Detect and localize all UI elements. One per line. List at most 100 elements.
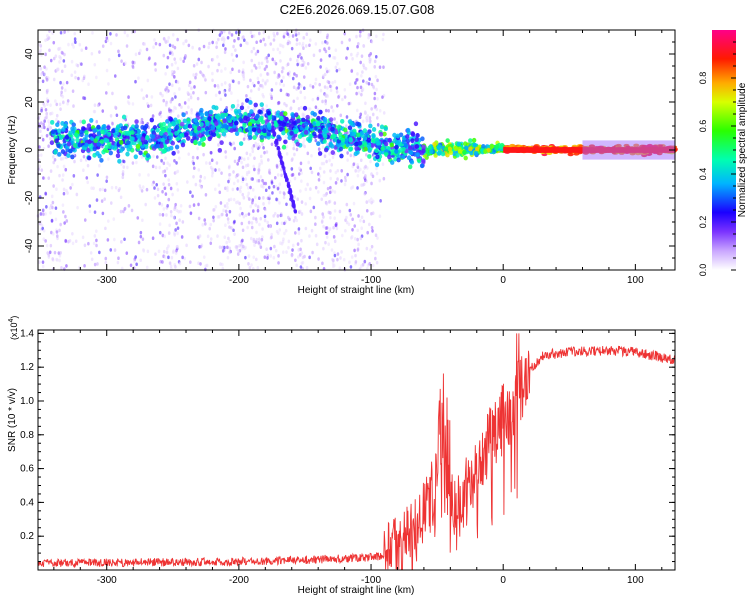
noise-speckle <box>55 234 59 238</box>
noise-speckle <box>304 202 307 206</box>
signal-cell <box>257 128 262 134</box>
noise-speckle <box>202 255 206 259</box>
noise-speckle <box>174 202 177 207</box>
noise-speckle <box>153 38 156 42</box>
noise-speckle <box>318 174 322 178</box>
signal-cell <box>405 127 411 133</box>
signal-cell <box>135 144 141 149</box>
signal-cell <box>217 147 223 153</box>
noise-speckle <box>277 74 281 78</box>
noise-speckle <box>114 105 117 110</box>
noise-speckle <box>349 265 353 269</box>
noise-speckle <box>336 252 340 256</box>
noise-speckle <box>379 199 382 203</box>
noise-speckle <box>241 68 245 72</box>
noise-speckle <box>245 151 249 156</box>
noise-speckle <box>43 104 46 108</box>
signal-cell <box>307 138 312 144</box>
noise-speckle <box>275 221 279 226</box>
noise-speckle <box>365 118 369 123</box>
noise-speckle <box>382 32 385 37</box>
signal-cell <box>167 122 173 128</box>
signal-cell <box>194 121 200 127</box>
noise-speckle <box>260 184 263 188</box>
signal-cell <box>164 139 170 145</box>
noise-speckle <box>351 217 354 222</box>
noise-speckle <box>49 169 53 173</box>
noise-speckle <box>160 158 163 163</box>
noise-speckle <box>38 260 41 264</box>
noise-speckle <box>85 176 89 180</box>
spectrogram-heatmap <box>36 28 678 272</box>
y-tick-label: 1.2 <box>20 362 34 373</box>
noise-speckle <box>362 182 366 187</box>
noise-speckle <box>193 85 196 89</box>
noise-speckle <box>295 37 299 42</box>
noise-speckle <box>265 64 268 69</box>
signal-cell <box>89 118 94 123</box>
signal-cell <box>50 129 56 135</box>
streak-cell <box>276 146 280 150</box>
signal-cell <box>323 147 329 153</box>
signal-cell <box>294 112 299 118</box>
noise-speckle <box>45 113 49 118</box>
streak-cell <box>285 178 289 182</box>
noise-speckle <box>54 217 58 222</box>
noise-speckle <box>370 40 374 44</box>
noise-speckle <box>178 218 181 223</box>
colorbar-label: Normalized spectral amplitude <box>737 82 748 217</box>
noise-speckle <box>216 234 219 238</box>
noise-speckle <box>163 186 167 191</box>
noise-speckle <box>254 141 258 146</box>
signal-cell <box>257 109 262 115</box>
signal-cell <box>208 109 214 115</box>
noise-speckle <box>325 67 328 71</box>
x-tick-label: -100 <box>361 575 381 586</box>
noise-speckle <box>221 43 225 48</box>
colorbar-tick-label: 0.6 <box>698 120 708 133</box>
streak-cell <box>283 175 287 179</box>
noise-speckle <box>55 230 59 234</box>
signal-cell <box>409 150 414 156</box>
noise-speckle <box>101 211 105 216</box>
noise-speckle <box>182 41 185 46</box>
noise-speckle <box>263 214 267 219</box>
signal-cell <box>259 135 265 140</box>
noise-speckle <box>220 69 223 73</box>
noise-speckle <box>144 202 147 207</box>
noise-speckle <box>210 158 214 163</box>
noise-speckle <box>172 215 176 220</box>
noise-speckle <box>227 198 231 202</box>
noise-speckle <box>149 103 153 108</box>
signal-cell <box>266 110 272 116</box>
noise-speckle <box>241 238 244 243</box>
noise-speckle <box>226 217 230 221</box>
noise-speckle <box>197 57 201 62</box>
noise-speckle <box>162 182 165 186</box>
noise-speckle <box>200 185 203 190</box>
noise-speckle <box>119 209 123 214</box>
signal-cell <box>266 131 271 137</box>
noise-speckle <box>373 59 377 64</box>
noise-speckle <box>46 37 49 42</box>
signal-cell <box>207 136 212 142</box>
noise-speckle <box>236 162 239 166</box>
streak-cell <box>283 171 287 175</box>
noise-speckle <box>324 240 327 245</box>
snr-multiplier-base: (x10 <box>9 322 19 340</box>
noise-speckle <box>174 60 177 65</box>
noise-speckle <box>260 237 264 242</box>
noise-speckle <box>232 197 236 202</box>
noise-speckle <box>137 76 140 80</box>
signal-cell <box>167 127 172 133</box>
noise-speckle <box>223 235 227 240</box>
colorbar-tick-label: 0.4 <box>698 168 708 181</box>
noise-speckle <box>359 236 363 241</box>
noise-speckle <box>120 240 123 244</box>
noise-speckle <box>354 169 358 173</box>
noise-speckle <box>51 200 55 205</box>
noise-speckle <box>247 254 251 258</box>
noise-speckle <box>256 208 260 213</box>
noise-speckle <box>266 220 270 225</box>
noise-speckle <box>369 159 372 164</box>
